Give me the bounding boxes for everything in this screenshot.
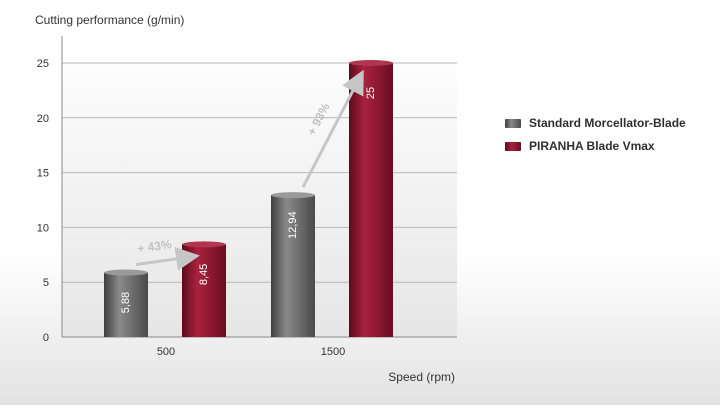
bar-cap xyxy=(349,60,393,66)
bar-cap xyxy=(182,241,226,248)
bars: 5,88 8,45 12,94 25 xyxy=(104,60,393,337)
data-label: 5,88 xyxy=(120,292,132,313)
legend-label-standard: Standard Morcellator-Blade xyxy=(529,116,686,130)
x-axis-title: Speed (rpm) xyxy=(388,370,455,384)
data-label: 8,45 xyxy=(198,264,210,285)
data-label: 12,94 xyxy=(287,211,299,239)
legend-label-piranha: PIRANHA Blade Vmax xyxy=(529,139,655,153)
legend-swatch-standard xyxy=(505,118,521,128)
y-tick-label: 20 xyxy=(37,113,49,125)
data-label: 25 xyxy=(365,87,377,99)
bar-cap xyxy=(271,192,315,199)
bar xyxy=(349,63,393,337)
y-tick-label: 5 xyxy=(43,277,49,289)
bar xyxy=(104,272,148,337)
legend-item-piranha: PIRANHA Blade Vmax xyxy=(505,139,686,153)
growth-arrow xyxy=(301,69,364,188)
legend-item-standard: Standard Morcellator-Blade xyxy=(505,116,686,130)
growth-arrow xyxy=(135,247,200,271)
legend: Standard Morcellator-Blade PIRANHA Blade… xyxy=(505,116,686,162)
x-tick-label: 500 xyxy=(157,346,175,358)
growth-label: + 43% xyxy=(136,237,172,256)
y-tick-label: 25 xyxy=(37,58,49,70)
bar-cap xyxy=(104,269,148,276)
y-tick-label: 10 xyxy=(37,222,49,234)
bar xyxy=(271,195,315,337)
x-tick-label: 1500 xyxy=(321,346,345,358)
y-tick-label: 15 xyxy=(37,168,49,180)
y-tick-label: 0 xyxy=(43,332,49,344)
y-axis-title: Cutting performance (g/min) xyxy=(35,13,184,27)
legend-swatch-piranha xyxy=(505,141,521,151)
